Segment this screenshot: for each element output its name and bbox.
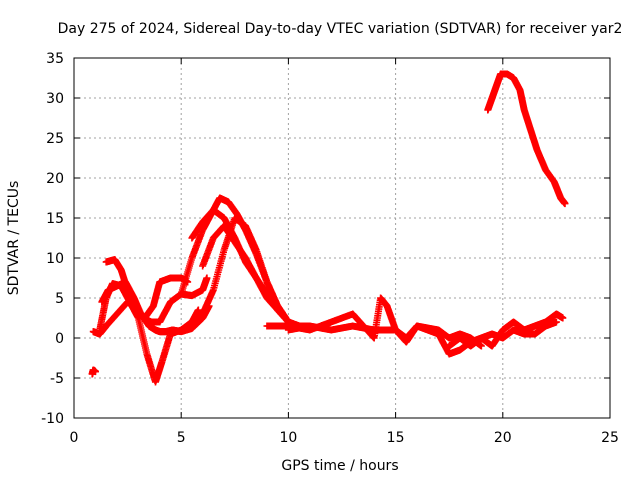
y-tick-label: 30 [46, 91, 64, 107]
y-axis-ticks: -10 -5 0 5 10 15 20 25 30 35 [41, 51, 610, 427]
series-sat-l [392, 310, 567, 358]
series-sat-e [102, 256, 192, 322]
x-tick-label: 25 [601, 430, 619, 446]
x-tick-label: 5 [177, 430, 186, 446]
y-tick-label: -5 [50, 371, 64, 387]
y-tick-label: 0 [55, 331, 64, 347]
series-sat-i [199, 222, 292, 326]
y-tick-label: 35 [46, 51, 64, 67]
x-axis-ticks: 0 5 10 15 20 25 [70, 58, 619, 446]
grid-lines [74, 58, 610, 418]
data-point-marker [561, 200, 569, 208]
data-points [88, 70, 569, 386]
x-tick-label: 0 [70, 430, 79, 446]
x-tick-label: 10 [279, 430, 297, 446]
y-tick-label: 20 [46, 171, 64, 187]
series-sat-n [484, 70, 569, 208]
series-sat-m [445, 318, 560, 350]
data-point-marker [194, 306, 202, 314]
y-tick-label: 15 [46, 211, 64, 227]
series-sat-a [88, 366, 99, 378]
y-tick-label: 10 [46, 251, 64, 267]
y-tick-label: -10 [41, 411, 64, 427]
x-tick-label: 15 [387, 430, 405, 446]
data-point-marker [559, 314, 567, 322]
data-point-marker [203, 274, 211, 282]
data-point-marker [552, 318, 560, 326]
x-axis-label: GPS time / hours [281, 458, 398, 474]
chart-title: Day 275 of 2024, Sidereal Day-to-day VTE… [58, 21, 623, 37]
y-axis-label: SDTVAR / TECUs [6, 181, 22, 296]
plot-frame [73, 57, 611, 419]
data-point-marker [477, 342, 485, 350]
y-tick-label: 25 [46, 131, 64, 147]
y-tick-label: 5 [55, 291, 64, 307]
x-tick-label: 20 [494, 430, 512, 446]
data-point-marker [91, 368, 99, 376]
